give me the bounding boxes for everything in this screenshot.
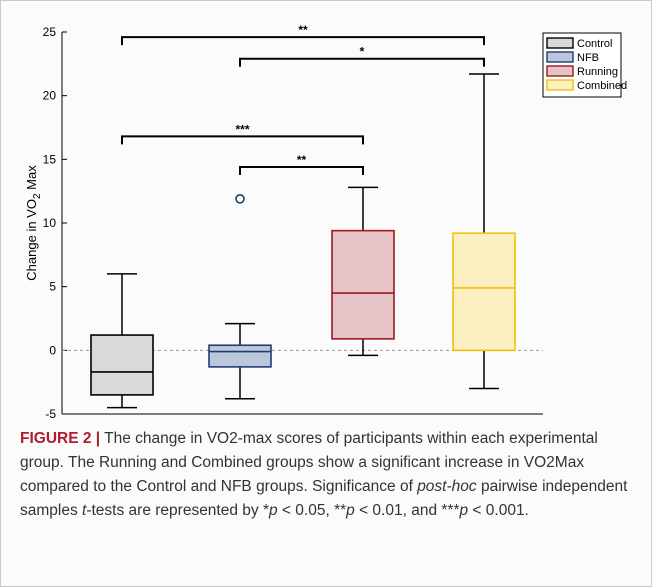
box-running — [331, 186, 395, 357]
figure-caption: FIGURE 2 | The change in VO2-max scores … — [20, 427, 632, 523]
legend-swatch-running — [546, 65, 574, 77]
box-combined — [452, 73, 516, 390]
significance-label: ** — [297, 153, 307, 167]
significance-bracket-1: * — [239, 45, 485, 67]
y-tick-label-10: 10 — [43, 216, 57, 230]
y-axis-label-sub: 2 — [32, 193, 43, 199]
caption-text-4: < 0.05, ** — [277, 502, 347, 519]
legend-swatch-combined — [546, 79, 574, 91]
bracket-line — [121, 135, 364, 145]
caption-text-3: -tests are represented by * — [86, 502, 269, 519]
caption-text-6: < 0.001. — [468, 502, 529, 519]
caption-text-1: The change in VO2-max scores of particip… — [20, 430, 598, 495]
significance-bracket-2: *** — [121, 122, 364, 145]
bracket-line — [121, 36, 485, 46]
y-tick-label-20: 20 — [43, 89, 57, 103]
box-nfb — [208, 194, 272, 400]
legend-label-control: Control — [577, 38, 612, 50]
box-iqr — [452, 232, 516, 352]
caption-text-5: < 0.01, and *** — [354, 502, 460, 519]
caption-text-2: pairwise independent samples — [20, 478, 628, 519]
legend-label-nfb: NFB — [577, 52, 599, 64]
y-tick-label-5: 5 — [49, 280, 56, 294]
y-axis-label: Change in VO2 Max — [24, 165, 43, 281]
y-tick-label--5: -5 — [45, 407, 56, 420]
caption-italic-p3: p — [459, 502, 469, 519]
legend-swatch-nfb — [546, 51, 574, 63]
significance-label: * — [360, 45, 365, 59]
significance-label: *** — [235, 122, 249, 136]
significance-label: ** — [298, 23, 308, 37]
outlier-point-0 — [235, 194, 245, 204]
y-tick-label-0: 0 — [49, 343, 56, 357]
legend: Control NFB Running Combined — [542, 32, 627, 98]
y-axis-label-main: Change in VO — [24, 199, 39, 281]
bracket-line — [239, 165, 364, 175]
caption-italic-p2: p — [346, 502, 355, 519]
box-iqr — [331, 229, 395, 340]
caption-italic-posthoc: post-hoc — [417, 478, 477, 495]
legend-label-combined: Combined — [577, 80, 627, 92]
significance-bracket-0: ** — [121, 23, 485, 46]
y-tick-label-15: 15 — [43, 152, 57, 166]
box-iqr — [90, 334, 154, 396]
y-axis-label-tail: Max — [24, 165, 39, 194]
figure-label: FIGURE 2 | — [20, 430, 101, 447]
box-iqr — [208, 344, 272, 368]
legend-swatch-control — [546, 37, 574, 49]
significance-bracket-3: ** — [239, 153, 364, 175]
caption-italic-t: t — [82, 502, 87, 519]
caption-italic-p1: p — [269, 502, 278, 519]
y-tick-label-25: 25 — [43, 25, 57, 39]
box-control — [90, 273, 154, 409]
bracket-line — [239, 57, 485, 67]
legend-label-running: Running — [577, 66, 618, 78]
